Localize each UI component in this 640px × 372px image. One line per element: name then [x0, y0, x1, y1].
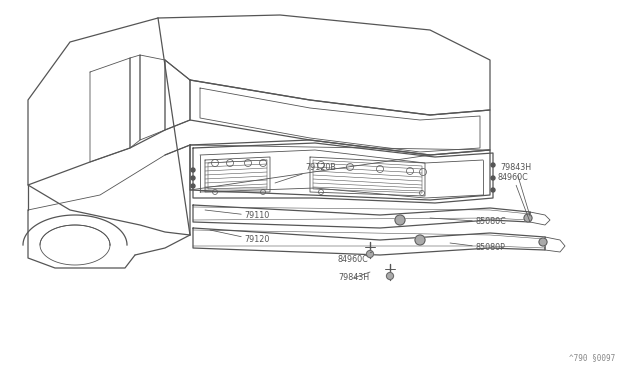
- Circle shape: [191, 168, 195, 172]
- Circle shape: [415, 235, 425, 245]
- Circle shape: [191, 184, 195, 188]
- Text: 79843H: 79843H: [338, 272, 370, 282]
- Text: 79120B: 79120B: [275, 164, 336, 183]
- Circle shape: [367, 250, 374, 257]
- Circle shape: [524, 214, 532, 222]
- Circle shape: [491, 188, 495, 192]
- Text: 84960C: 84960C: [338, 252, 372, 264]
- Circle shape: [491, 176, 495, 180]
- Circle shape: [191, 176, 195, 180]
- Text: 79110: 79110: [205, 210, 269, 221]
- Circle shape: [387, 273, 394, 279]
- Text: 79843H: 79843H: [500, 164, 531, 216]
- Circle shape: [395, 215, 405, 225]
- Circle shape: [539, 238, 547, 246]
- Circle shape: [491, 163, 495, 167]
- Text: 79120: 79120: [210, 230, 269, 244]
- Text: 85080P: 85080P: [450, 243, 505, 253]
- Text: 84960C: 84960C: [498, 173, 530, 222]
- Text: ^790 §0097: ^790 §0097: [569, 353, 615, 362]
- Text: 85080C: 85080C: [430, 218, 506, 227]
